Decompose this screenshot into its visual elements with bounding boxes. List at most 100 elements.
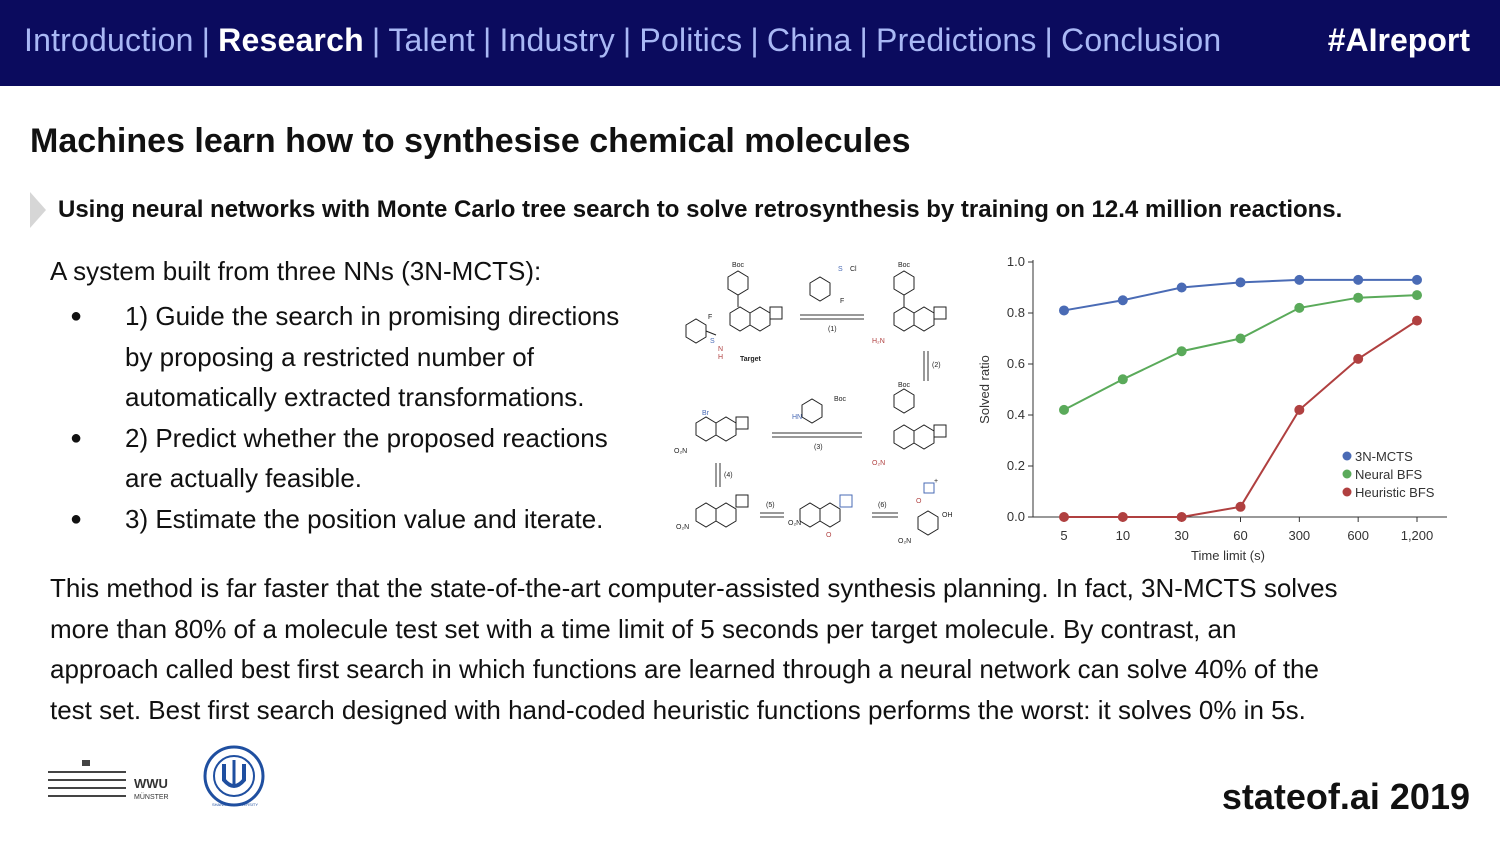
bond-line: [705, 330, 717, 336]
boc-label: Boc: [898, 262, 911, 269]
y-tick-label: 0.8: [1007, 305, 1025, 320]
bullet-item: ● 3) Estimate the position value and ite…: [70, 499, 670, 540]
cyclobutane-shape: [735, 494, 749, 508]
data-point: [1176, 346, 1187, 357]
chroman-ring-shape: [893, 306, 915, 332]
chromanone-ring-shape: [799, 502, 821, 528]
boc-label: Boc: [898, 382, 911, 389]
data-point: [1059, 305, 1069, 316]
nitrogen-label: N: [718, 346, 723, 353]
x-tick-label: 10: [1116, 528, 1130, 543]
nav-item-talent[interactable]: Talent: [388, 22, 475, 58]
y-axis-label: Solved ratio: [977, 355, 992, 424]
legend-label: 3N-MCTS: [1355, 449, 1413, 464]
intro-text: A system built from three NNs (3N-MCTS):: [50, 256, 542, 286]
data-point: [1412, 315, 1422, 326]
step-label: (2): [932, 362, 941, 369]
bullet-line: 2) Predict whether the proposed reaction…: [125, 422, 608, 453]
y-tick-label: 0.4: [1007, 407, 1025, 422]
piperazine-ring-shape: [893, 270, 915, 296]
data-point: [1117, 512, 1128, 522]
chroman-ring-shape: [729, 306, 751, 332]
wwu-logo-subtext: MÜNSTER: [134, 793, 169, 801]
paragraph-line: This method is far faster that the state…: [50, 573, 1338, 603]
chromanone-ring-shape: [819, 502, 841, 528]
phenol-ring-shape: [917, 510, 939, 536]
bullet-line: automatically extracted transformations.: [125, 382, 585, 412]
nav-item-china[interactable]: China: [766, 22, 852, 58]
nav-item-research[interactable]: Research: [218, 22, 364, 58]
chroman-ring-shape: [715, 416, 737, 442]
nitro-label: O₂N: [872, 460, 885, 467]
step-label: (5): [766, 502, 775, 509]
legend-marker: [1342, 487, 1352, 497]
reagent-ring-shape: [801, 398, 823, 424]
nav-separator: |: [482, 22, 492, 58]
hydroxyl-label: OH: [942, 512, 953, 519]
x-tick-label: 5: [1060, 528, 1067, 543]
bullet-item: ● 1) Guide the search in promising direc…: [70, 296, 670, 418]
cyclobutanone-shape: [923, 482, 935, 494]
data-point: [1117, 374, 1128, 385]
series-line: [1063, 294, 1418, 411]
wwu-logo-text: WWU: [134, 776, 168, 791]
bullet-dot-icon: ●: [70, 507, 83, 530]
step-label: (3): [814, 444, 823, 451]
shanghai-university-logo: SHANGHAI UNIVERSITY: [203, 745, 265, 807]
piperazine-ring-shape: [727, 270, 749, 296]
sulfur-label: S: [838, 266, 843, 273]
data-point: [1176, 512, 1187, 522]
nav-separator: |: [622, 22, 632, 58]
legend-marker: [1342, 451, 1352, 461]
seal-inner-ring-shape: [213, 755, 255, 797]
chroman-ring-shape: [913, 424, 935, 450]
data-point: [1412, 290, 1422, 301]
data-point: [1294, 274, 1305, 285]
paragraph-line: more than 80% of a molecule test set wit…: [50, 613, 1237, 644]
data-point: [1235, 333, 1246, 344]
logo-tower-shape: [82, 760, 90, 766]
y-tick-label: 0.2: [1007, 458, 1025, 473]
x-tick-label: 600: [1347, 528, 1369, 543]
section-nav: Introduction | Research | Talent | Industry | Po…: [24, 22, 1221, 59]
solved-ratio-chart: 0.0 0.2 0.4 0.6 0.8 1.0 5 10 30 60 300 600 1,200 Time…: [977, 254, 1447, 563]
data-point: [1294, 302, 1305, 313]
top-nav-bar: Introduction | Research | Talent | Industry | Po…: [0, 0, 1500, 86]
nav-item-introduction[interactable]: Introduction: [24, 22, 194, 58]
plus-label: +: [934, 478, 938, 485]
piperazine-ring-shape: [893, 388, 915, 414]
nav-separator: |: [859, 22, 869, 58]
nav-item-predictions[interactable]: Predictions: [876, 22, 1037, 58]
chroman-ring-shape: [893, 424, 915, 450]
slide-subtitle: Using neural networks with Monte Carlo t…: [58, 196, 1343, 223]
chroman-ring-shape: [695, 502, 717, 528]
nitro-label: O₂N: [788, 520, 801, 527]
nav-item-conclusion[interactable]: Conclusion: [1061, 22, 1222, 58]
cyclobutane-shape: [839, 494, 853, 508]
chroman-ring-shape: [715, 502, 737, 528]
cyclobutane-shape: [933, 424, 947, 438]
cyclobutane-shape: [735, 416, 749, 430]
nav-item-industry[interactable]: Industry: [499, 22, 615, 58]
cyclobutane-shape: [933, 306, 947, 320]
data-point: [1117, 295, 1128, 306]
fluorine-label: F: [708, 314, 712, 321]
data-point: [1176, 282, 1187, 293]
data-point: [1353, 274, 1364, 285]
bullet-list: ● 1) Guide the search in promising direc…: [70, 296, 670, 539]
data-point: [1353, 353, 1364, 364]
paragraph-line: approach called best first search in whi…: [50, 654, 1319, 685]
chroman-ring-shape: [695, 416, 717, 442]
y-tick-label: 0.0: [1007, 509, 1025, 524]
hydrogen-label: H: [718, 354, 723, 361]
nav-separator: |: [750, 22, 759, 58]
data-point: [1412, 274, 1422, 285]
legend-label: Neural BFS: [1355, 467, 1423, 482]
chroman-ring-shape: [749, 306, 771, 332]
seal-text: SHANGHAI UNIVERSITY: [212, 802, 258, 807]
wwu-logo: WWU MÜNSTER: [48, 760, 169, 801]
nav-item-politics[interactable]: Politics: [639, 22, 743, 58]
seal-outer-ring-shape: [203, 745, 265, 807]
nav-separator: |: [201, 22, 211, 58]
boc-label: Boc: [834, 396, 847, 403]
